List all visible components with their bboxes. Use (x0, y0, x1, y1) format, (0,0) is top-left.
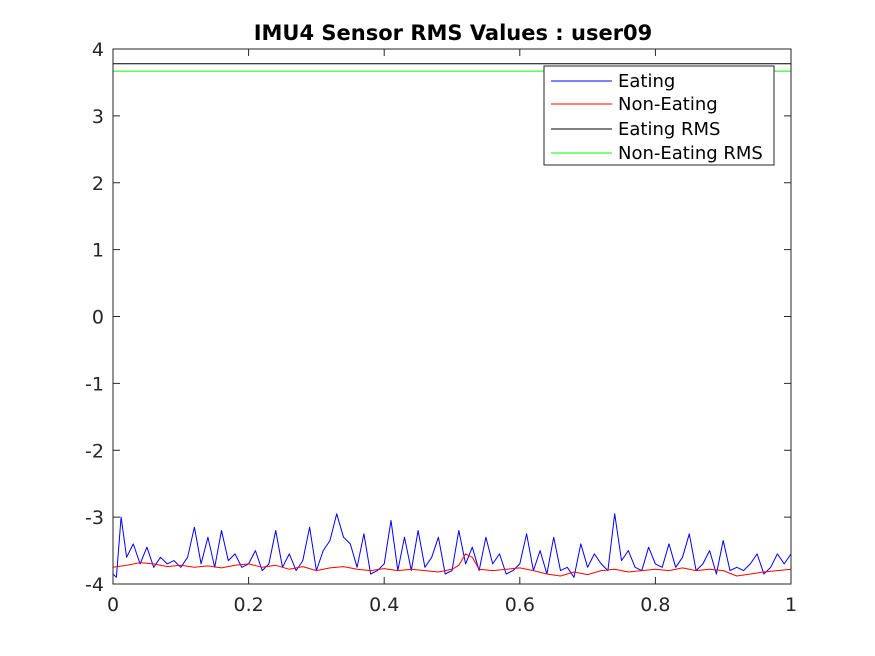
x-tick-label: 0.8 (640, 594, 670, 616)
y-tick-label: 0 (92, 307, 104, 329)
legend-label-non-eating: Non-Eating (618, 94, 718, 115)
legend: Eating Non-Eating Eating RMS Non-Eating … (543, 65, 775, 166)
y-tick-label: -1 (85, 373, 104, 395)
x-tick-label: 0 (107, 594, 119, 616)
x-tick-label: 0.4 (369, 594, 399, 616)
x-tick-label: 0.6 (505, 594, 535, 616)
legend-label-eating-rms: Eating RMS (618, 119, 720, 140)
y-tick-label: -2 (85, 440, 104, 462)
x-tick-label: 0.2 (233, 594, 263, 616)
legend-box (543, 65, 775, 166)
series-line-non-eating (112, 553, 792, 577)
legend-label-eating: Eating (618, 71, 675, 92)
y-tick-label: 1 (92, 240, 104, 262)
y-tick-label: -4 (85, 574, 104, 596)
chart-title: IMU4 Sensor RMS Values : user09 (254, 21, 653, 45)
ticks-layer: 0 0.2 0.4 0.6 0.8 1 -4 -3 -2 -1 0 1 2 3 4 (85, 39, 797, 616)
y-tick-label: -3 (85, 507, 104, 529)
x-tick-label: 1 (785, 594, 797, 616)
y-tick-label: 2 (92, 173, 104, 195)
series-layer (112, 63, 792, 578)
legend-label-non-eating-rms: Non-Eating RMS (618, 143, 763, 164)
series-line-eating (112, 513, 792, 578)
y-tick-label: 3 (92, 106, 104, 128)
y-tick-label: 4 (92, 39, 104, 61)
